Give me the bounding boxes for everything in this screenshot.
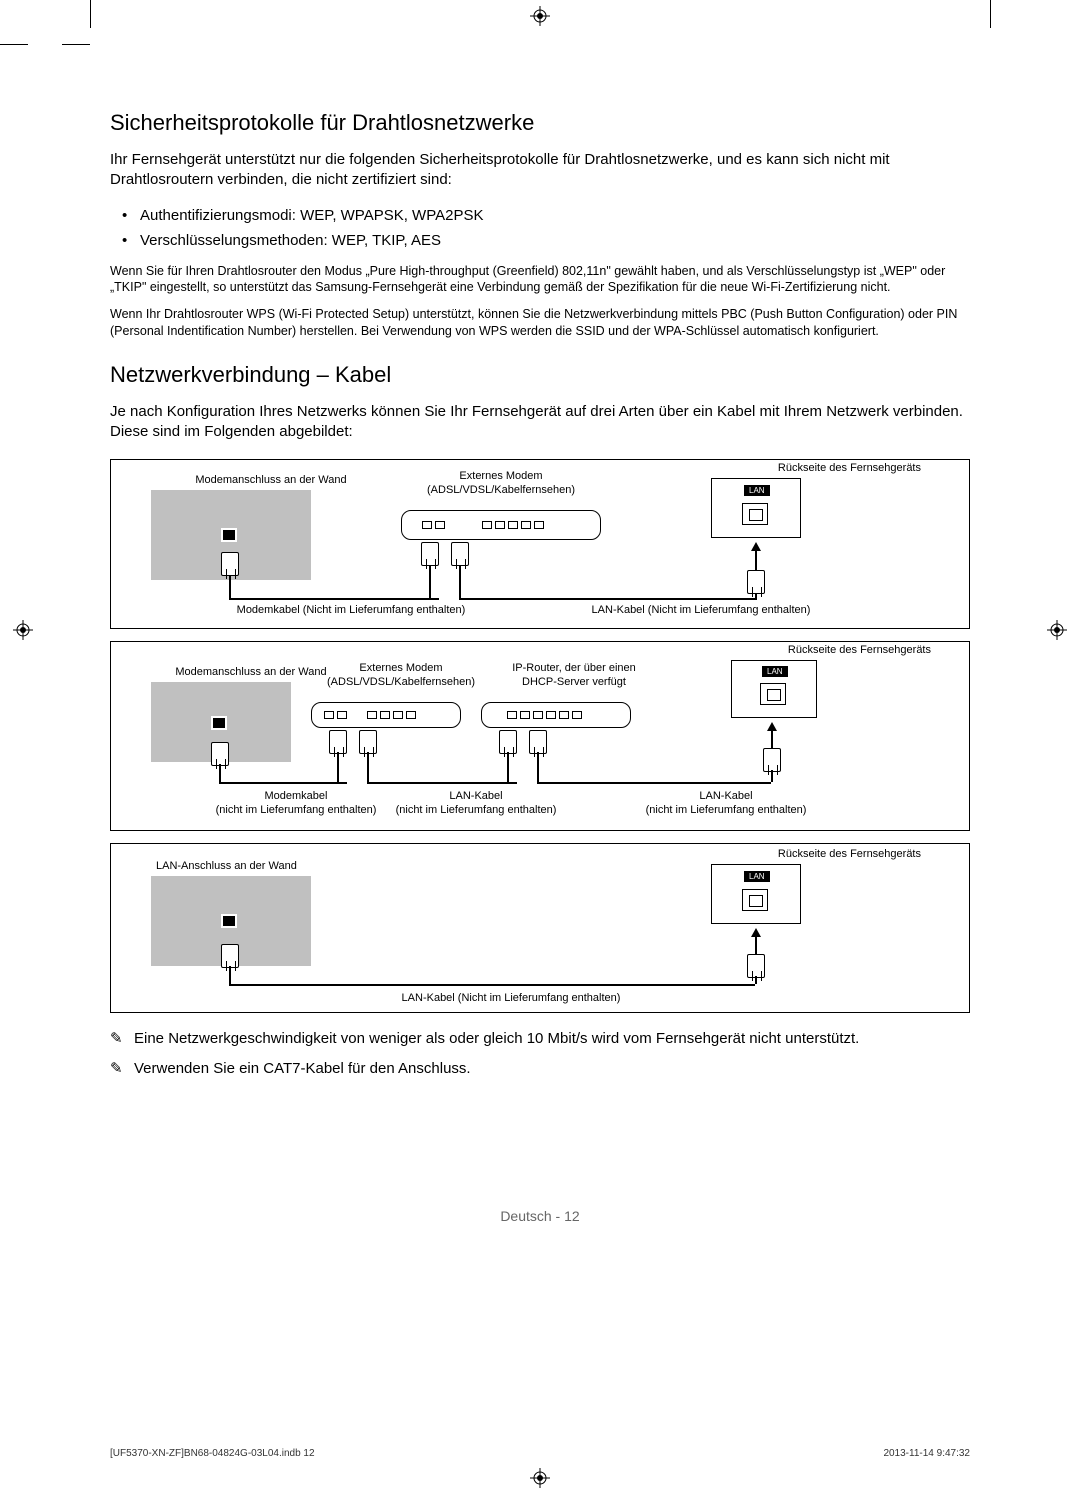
d2-c2b: (nicht im Lieferumfang enthalten): [381, 804, 571, 817]
d3-cable-label: LAN-Kabel (Nicht im Lieferumfang enthalt…: [361, 992, 661, 1005]
diagram-1: Modemanschluss an der Wand Externes Mode…: [110, 459, 970, 629]
section2-title: Netzwerkverbindung – Kabel: [110, 362, 970, 388]
d1-lan-jack: [742, 503, 768, 525]
d2-plug-m-out: [359, 730, 377, 754]
diagram-2: Modemanschluss an der Wand Externes Mode…: [110, 641, 970, 831]
d1-plug-tv: [747, 570, 765, 594]
d2-plug-m-in: [329, 730, 347, 754]
d2-plug-tv: [763, 748, 781, 772]
d3-plug-wall: [221, 944, 239, 968]
footer-date: 2013-11-14 9:47:32: [883, 1448, 970, 1459]
crop-mark: [90, 0, 91, 28]
footer-file: [UF5370-XN-ZF]BN68-04824G-03L04.indb 12: [110, 1448, 315, 1459]
d1-plug-wall: [221, 552, 239, 576]
d3-tv-label: Rückseite des Fernsehgeräts: [661, 848, 921, 861]
d2-plug-wall: [211, 742, 229, 766]
d1-plug-modem-in: [421, 542, 439, 566]
note-icon: ✎: [110, 1059, 134, 1079]
crop-mark: [62, 44, 90, 45]
d2-wall-label: Modemanschluss an der Wand: [161, 666, 341, 679]
d3-tv-back: LAN: [711, 864, 801, 924]
crop-mark: [990, 0, 991, 28]
d1-wall-port: [221, 528, 237, 542]
d2-lan-tag: LAN: [762, 666, 788, 677]
d1-cable-seg: [755, 550, 757, 570]
d2-router-label2: DHCP-Server verfügt: [489, 676, 659, 689]
d2-c3b: (nicht im Lieferumfang enthalten): [631, 804, 821, 817]
bullet-auth: Authentifizierungsmodi: WEP, WPAPSK, WPA…: [140, 207, 970, 224]
d2-modem: [311, 702, 461, 728]
d2-c2a: LAN-Kabel: [391, 790, 561, 803]
d1-plug-modem-out: [451, 542, 469, 566]
note-2: ✎ Verwenden Sie ein CAT7-Kabel für den A…: [110, 1059, 970, 1079]
diagram-3: LAN-Anschluss an der Wand Rückseite des …: [110, 843, 970, 1013]
d1-tv-label: Rückseite des Fernsehgeräts: [661, 462, 921, 475]
note-2-text: Verwenden Sie ein CAT7-Kabel für den Ans…: [134, 1059, 471, 1079]
d2-c3a: LAN-Kabel: [641, 790, 811, 803]
notes-section: ✎ Eine Netzwerkgeschwindigkeit von wenig…: [110, 1029, 970, 1080]
d2-modem-label2: (ADSL/VDSL/Kabelfernsehen): [321, 676, 481, 689]
d2-plug-r-in: [499, 730, 517, 754]
d1-tv-back: LAN: [711, 478, 801, 538]
page-number: Deutsch - 12: [0, 1208, 1080, 1224]
d1-cable1: [229, 598, 439, 600]
d3-lan-jack: [742, 889, 768, 911]
section1-title: Sicherheitsprotokolle für Drahtlosnetzwe…: [110, 110, 970, 136]
note-1-text: Eine Netzwerkgeschwindigkeit von weniger…: [134, 1029, 859, 1049]
note-1: ✎ Eine Netzwerkgeschwindigkeit von wenig…: [110, 1029, 970, 1049]
d3-lan-tag: LAN: [744, 871, 770, 882]
reg-mark-right: [1047, 620, 1067, 640]
d3-wall-label: LAN-Anschluss an der Wand: [156, 860, 336, 873]
reg-mark-top: [530, 6, 550, 26]
d1-modem: [401, 510, 601, 540]
d2-lan-jack: [760, 683, 786, 705]
d2-tv-back: LAN: [731, 660, 817, 718]
section1-intro: Ihr Fernsehgerät unterstützt nur die fol…: [110, 150, 970, 191]
crop-mark: [0, 44, 28, 45]
print-footer: [UF5370-XN-ZF]BN68-04824G-03L04.indb 12 …: [110, 1448, 970, 1459]
d2-tv-label: Rückseite des Fernsehgeräts: [671, 644, 931, 657]
reg-mark-bottom: [530, 1468, 550, 1488]
d1-wall-label: Modemanschluss an der Wand: [171, 474, 371, 487]
d3-wall-port: [221, 914, 237, 928]
d1-cable2: [459, 598, 755, 600]
d2-plug-r-out: [529, 730, 547, 754]
page-content: Sicherheitsprotokolle für Drahtlosnetzwe…: [110, 110, 970, 1089]
d2-router: [481, 702, 631, 728]
d2-router-label1: IP-Router, der über einen: [489, 662, 659, 675]
section2-intro: Je nach Konfiguration Ihres Netzwerks kö…: [110, 402, 970, 443]
d3-plug-tv: [747, 954, 765, 978]
d2-c1b: (nicht im Lieferumfang enthalten): [201, 804, 391, 817]
d1-modem-label2: (ADSL/VDSL/Kabelfernsehen): [411, 484, 591, 497]
d2-modem-label1: Externes Modem: [321, 662, 481, 675]
d2-wall-port: [211, 716, 227, 730]
reg-mark-left: [13, 620, 33, 640]
bullet-encrypt: Verschlüsselungsmethoden: WEP, TKIP, AES: [140, 232, 970, 249]
d1-cable1-label: Modemkabel (Nicht im Lieferumfang enthal…: [211, 604, 491, 617]
note-icon: ✎: [110, 1029, 134, 1049]
d2-c1a: Modemkabel: [211, 790, 381, 803]
section1-note2: Wenn Ihr Drahtlosrouter WPS (Wi-Fi Prote…: [110, 306, 970, 340]
d1-lan-tag: LAN: [744, 485, 770, 496]
d1-cable2-label: LAN-Kabel (Nicht im Lieferumfang enthalt…: [551, 604, 851, 617]
d1-modem-label1: Externes Modem: [411, 470, 591, 483]
section1-bullets: Authentifizierungsmodi: WEP, WPAPSK, WPA…: [140, 207, 970, 249]
section1-note1: Wenn Sie für Ihren Drahtlosrouter den Mo…: [110, 263, 970, 297]
